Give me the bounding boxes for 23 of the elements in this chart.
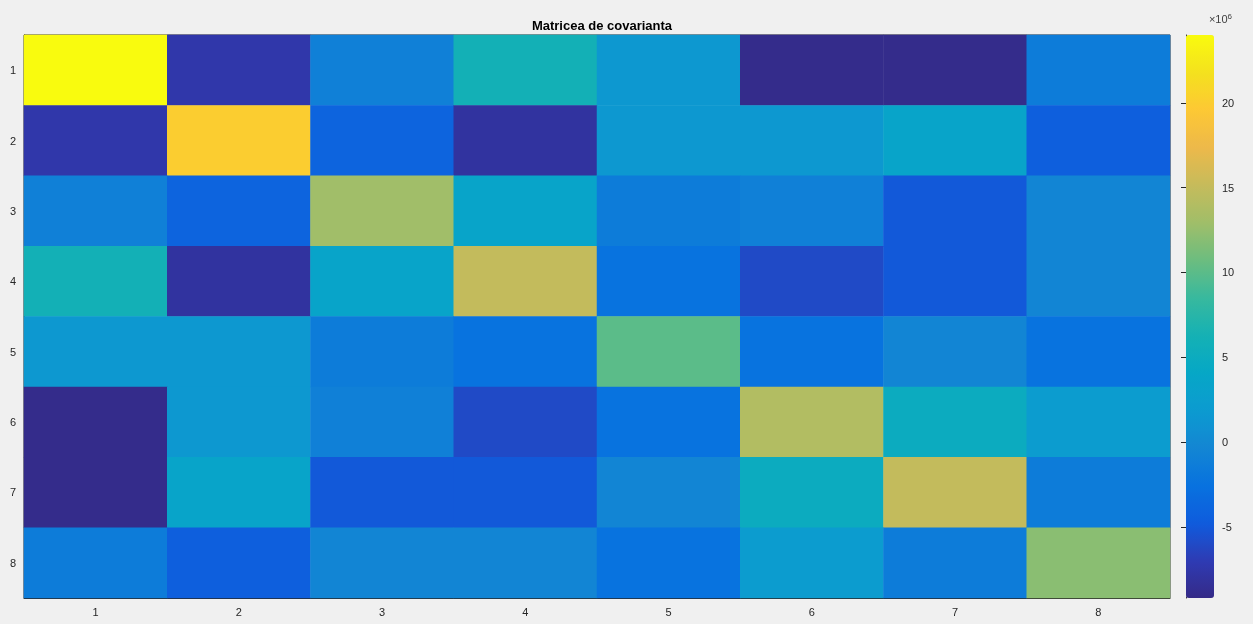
y-tick-label: 5 (9, 345, 16, 358)
color-bar-label: 5 (1222, 351, 1229, 364)
x-tick-label: 2 (235, 605, 242, 618)
color-bar-label: -5 (1222, 520, 1232, 533)
x-tick-label: 7 (952, 605, 959, 618)
x-tick-label: 4 (522, 605, 529, 618)
y-tick-label: 8 (9, 556, 16, 569)
chart-title: Matricea de covarianta (531, 18, 673, 33)
y-tick-label: 3 (9, 204, 16, 217)
x-tick-label: 1 (92, 605, 99, 618)
color-bar-label: 10 (1222, 266, 1235, 279)
color-bar-label: 20 (1222, 96, 1235, 109)
x-tick-label: 8 (1095, 605, 1102, 618)
x-tick-label: 6 (808, 605, 815, 618)
y-tick-label: 4 (9, 275, 16, 288)
color-bar-label: 0 (1222, 435, 1229, 448)
x-tick-label: 3 (379, 605, 386, 618)
y-tick-label: 7 (9, 486, 16, 499)
y-tick-label: 6 (9, 416, 16, 429)
y-tick-label: 2 (9, 134, 16, 147)
x-tick-label: 5 (665, 605, 672, 618)
color-bar-label: 15 (1222, 181, 1235, 194)
y-tick-label: 1 (9, 64, 16, 77)
